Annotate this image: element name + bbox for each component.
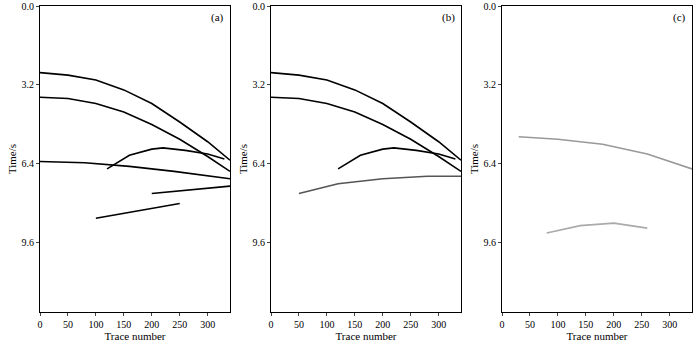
svg-text:3.2: 3.2 [253,79,266,90]
svg-text:Time/s: Time/s [468,144,480,174]
svg-text:9.6: 9.6 [253,237,266,248]
svg-text:150: 150 [578,319,593,330]
svg-text:9.6: 9.6 [484,237,497,248]
svg-text:Trace number: Trace number [336,330,397,342]
svg-text:3.2: 3.2 [484,79,497,90]
svg-text:100: 100 [550,319,565,330]
svg-text:Trace number: Trace number [105,330,166,342]
svg-text:(a): (a) [211,11,224,24]
svg-text:0: 0 [269,319,274,330]
svg-text:300: 300 [431,319,446,330]
svg-text:300: 300 [662,319,677,330]
svg-text:250: 250 [172,319,187,330]
svg-text:3.2: 3.2 [22,79,35,90]
svg-text:9.6: 9.6 [22,237,35,248]
svg-text:(b): (b) [442,11,455,24]
svg-text:250: 250 [634,319,649,330]
svg-text:100: 100 [319,319,334,330]
svg-text:50: 50 [294,319,304,330]
svg-text:300: 300 [200,319,215,330]
svg-text:0.0: 0.0 [484,1,497,12]
svg-text:Time/s: Time/s [237,144,249,174]
svg-text:0.0: 0.0 [253,1,266,12]
svg-text:250: 250 [403,319,418,330]
svg-text:0: 0 [38,319,43,330]
svg-text:0.0: 0.0 [22,1,35,12]
svg-text:150: 150 [116,319,131,330]
svg-text:6.4: 6.4 [22,158,35,169]
svg-text:6.4: 6.4 [484,158,497,169]
svg-text:100: 100 [88,319,103,330]
svg-text:50: 50 [525,319,535,330]
svg-text:6.4: 6.4 [253,158,266,169]
svg-text:Trace number: Trace number [567,330,628,342]
svg-text:0: 0 [500,319,505,330]
svg-text:(c): (c) [673,11,686,24]
svg-text:Time/s: Time/s [6,144,18,174]
svg-text:50: 50 [63,319,73,330]
svg-text:200: 200 [144,319,159,330]
svg-text:200: 200 [606,319,621,330]
svg-text:200: 200 [375,319,390,330]
svg-text:150: 150 [347,319,362,330]
